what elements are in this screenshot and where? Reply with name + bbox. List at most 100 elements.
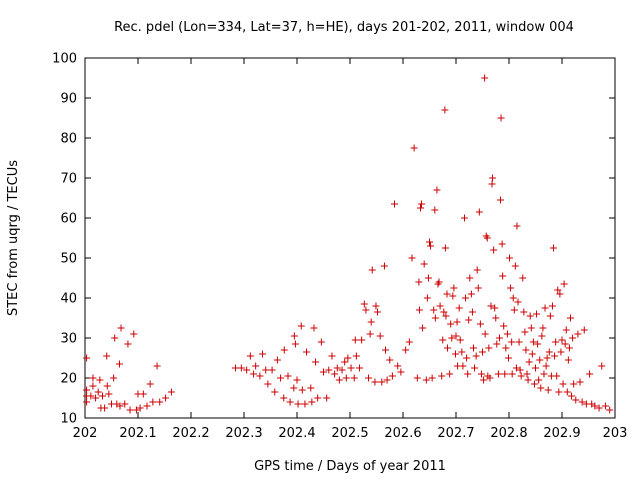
data-point-plus (301, 400, 309, 408)
y-tick-label: 100 (52, 52, 77, 67)
data-point-plus (574, 330, 582, 338)
data-point-plus (532, 364, 539, 372)
data-point-plus (317, 338, 325, 346)
data-point-plus (510, 306, 518, 314)
data-point-plus (294, 400, 302, 408)
data-point-plus (489, 174, 497, 182)
data-point-plus (483, 234, 491, 242)
data-point-plus (544, 386, 552, 394)
data-point-plus (420, 260, 428, 268)
data-point-plus (103, 382, 111, 390)
data-point-plus (371, 378, 379, 386)
data-point-plus (115, 360, 123, 368)
data-point-plus (156, 398, 164, 406)
data-point-plus (87, 392, 95, 400)
x-tick-label: 203 (603, 426, 628, 441)
data-point-plus (490, 246, 498, 254)
data-point-plus (351, 336, 359, 344)
data-point-plus (374, 308, 382, 316)
data-point-plus (277, 374, 285, 382)
data-point-plus (526, 312, 534, 320)
data-point-plus (458, 348, 466, 356)
data-point-plus (259, 350, 267, 358)
data-points (83, 74, 614, 414)
data-point-plus (83, 398, 91, 406)
data-point-plus (153, 362, 161, 370)
data-point-plus (468, 308, 476, 316)
data-point-plus (527, 324, 535, 332)
data-point-plus (162, 394, 170, 402)
data-point-plus (426, 238, 433, 246)
x-tick-label: 202.3 (225, 426, 262, 441)
data-point-plus (507, 284, 515, 292)
data-point-plus (333, 364, 341, 372)
data-point-plus (347, 364, 355, 372)
data-point-plus (530, 380, 538, 388)
data-point-plus (517, 372, 525, 380)
data-point-plus (413, 374, 421, 382)
data-point-plus (465, 316, 473, 324)
y-tick-label: 80 (60, 132, 77, 147)
data-point-plus (365, 374, 373, 382)
data-point-plus (111, 334, 119, 342)
data-point-plus (477, 370, 485, 378)
data-point-plus (481, 74, 489, 82)
data-point-plus (576, 378, 584, 386)
data-point-plus (520, 308, 528, 316)
data-point-plus (328, 352, 336, 360)
data-point-plus (456, 336, 464, 344)
data-point-plus (308, 398, 316, 406)
data-point-plus (372, 302, 380, 310)
data-point-plus (264, 380, 272, 388)
axis-ticks: 202 202.1 202.2 202.3 202.4 202.5 202.6 202.7 20… (52, 52, 627, 442)
data-point-plus (557, 348, 565, 356)
data-point-plus (529, 338, 537, 346)
data-point-plus (388, 372, 396, 380)
data-point-plus (570, 380, 578, 388)
x-tick-label: 202.4 (278, 426, 315, 441)
data-point-plus (136, 404, 144, 412)
data-point-plus (533, 310, 541, 318)
data-point-plus (92, 394, 100, 402)
data-point-plus (525, 358, 533, 366)
data-point-plus (539, 324, 547, 332)
data-point-plus (479, 348, 486, 356)
data-point-plus (453, 318, 461, 326)
y-tick-label: 10 (60, 412, 77, 427)
y-tick-label: 50 (60, 252, 77, 267)
data-point-plus (391, 200, 399, 208)
data-point-plus (466, 274, 474, 282)
data-point-plus (130, 330, 138, 338)
data-point-plus (443, 290, 451, 298)
data-point-plus (360, 300, 368, 308)
data-point-plus (342, 374, 350, 382)
data-point-plus (237, 364, 245, 372)
data-point-plus (548, 302, 556, 310)
data-point-plus (462, 294, 470, 302)
data-point-plus (578, 398, 586, 406)
data-point-plus (543, 354, 551, 362)
data-point-plus (523, 370, 531, 378)
data-point-plus (117, 324, 125, 332)
data-point-plus (89, 374, 97, 382)
data-point-plus (243, 366, 251, 374)
data-point-plus (341, 358, 349, 366)
data-point-plus (471, 364, 479, 372)
data-point-plus (495, 334, 503, 342)
data-point-plus (528, 350, 536, 358)
data-point-plus (405, 338, 413, 346)
data-point-plus (476, 320, 484, 328)
data-point-plus (515, 338, 523, 346)
data-point-plus (569, 334, 577, 342)
data-point-plus (448, 334, 456, 342)
data-point-plus (419, 324, 427, 332)
data-point-plus (560, 280, 568, 288)
data-point-plus (124, 340, 132, 348)
data-point-plus (485, 344, 493, 352)
data-point-plus (514, 298, 522, 306)
data-point-plus (555, 388, 563, 396)
data-point-plus (541, 304, 549, 312)
data-point-plus (568, 392, 576, 400)
data-point-plus (480, 376, 488, 384)
y-axis-label: STEC from uqrg / TECUs (6, 160, 21, 316)
